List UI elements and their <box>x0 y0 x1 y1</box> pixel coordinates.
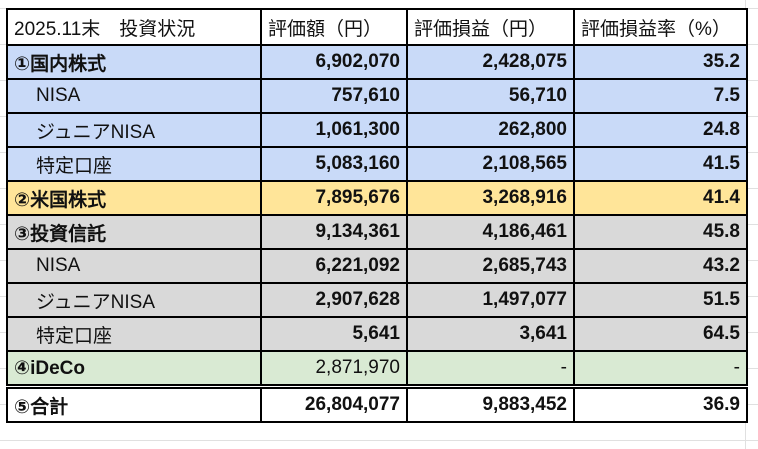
table-row: NISA 6,221,092 2,685,743 43.2 <box>6 248 748 284</box>
row-label[interactable]: ①国内株式 <box>6 44 262 80</box>
header-gain[interactable]: 評価損益（円） <box>406 8 575 46</box>
gain-cell[interactable]: 262,800 <box>406 112 575 148</box>
value-cell[interactable]: 7,895,676 <box>260 180 408 216</box>
value-cell[interactable]: 9,134,361 <box>260 214 408 250</box>
gain-cell[interactable]: 9,883,452 <box>406 384 575 423</box>
gain-cell[interactable]: 2,428,075 <box>406 44 575 80</box>
header-rate[interactable]: 評価損益率（%） <box>573 8 748 46</box>
row-label[interactable]: ②米国株式 <box>6 180 262 216</box>
table-row: NISA 757,610 56,710 7.5 <box>6 78 748 114</box>
rate-cell[interactable]: 24.8 <box>573 112 748 148</box>
header-row: 2025.11末 投資状況 評価額（円） 評価損益（円） 評価損益率（%） <box>6 8 748 46</box>
row-label[interactable]: NISA <box>6 248 262 284</box>
rate-cell[interactable]: 45.8 <box>573 214 748 250</box>
gain-cell[interactable]: 4,186,461 <box>406 214 575 250</box>
gain-cell[interactable]: - <box>406 350 575 388</box>
total-row: ⑤合計 26,804,077 9,883,452 36.9 <box>6 384 748 423</box>
row-label[interactable]: 特定口座 <box>6 316 262 352</box>
value-cell[interactable]: 2,907,628 <box>260 282 408 318</box>
rate-cell[interactable]: 35.2 <box>573 44 748 80</box>
rate-cell[interactable]: 36.9 <box>573 384 748 423</box>
table-row: ①国内株式 6,902,070 2,428,075 35.2 <box>6 44 748 80</box>
row-label[interactable]: ⑤合計 <box>6 384 262 423</box>
value-cell[interactable]: 757,610 <box>260 78 408 114</box>
gain-cell[interactable]: 1,497,077 <box>406 282 575 318</box>
gain-cell[interactable]: 56,710 <box>406 78 575 114</box>
table-title[interactable]: 2025.11末 投資状況 <box>6 8 262 46</box>
value-cell[interactable]: 6,221,092 <box>260 248 408 284</box>
row-label[interactable]: NISA <box>6 78 262 114</box>
row-label[interactable]: 特定口座 <box>6 146 262 182</box>
value-cell[interactable]: 2,871,970 <box>260 350 408 388</box>
value-cell[interactable]: 5,083,160 <box>260 146 408 182</box>
rate-cell[interactable]: 41.4 <box>573 180 748 216</box>
table-row: ②米国株式 7,895,676 3,268,916 41.4 <box>6 180 748 216</box>
rate-cell[interactable]: 41.5 <box>573 146 748 182</box>
gain-cell[interactable]: 3,641 <box>406 316 575 352</box>
value-cell[interactable]: 26,804,077 <box>260 384 408 423</box>
rate-cell[interactable]: 64.5 <box>573 316 748 352</box>
value-cell[interactable]: 5,641 <box>260 316 408 352</box>
table-row: ジュニアNISA 2,907,628 1,497,077 51.5 <box>6 282 748 318</box>
row-label[interactable]: ③投資信託 <box>6 214 262 250</box>
header-value[interactable]: 評価額（円） <box>260 8 408 46</box>
table-row: ④iDeCo 2,871,970 - - <box>6 350 748 388</box>
investment-summary-table: 2025.11末 投資状況 評価額（円） 評価損益（円） 評価損益率（%） ①国… <box>6 8 748 423</box>
table-row: ③投資信託 9,134,361 4,186,461 45.8 <box>6 214 748 250</box>
gain-cell[interactable]: 2,685,743 <box>406 248 575 284</box>
rate-cell[interactable]: 43.2 <box>573 248 748 284</box>
row-label[interactable]: ジュニアNISA <box>6 112 262 148</box>
rate-cell[interactable]: - <box>573 350 748 388</box>
row-label[interactable]: ④iDeCo <box>6 350 262 388</box>
rate-cell[interactable]: 7.5 <box>573 78 748 114</box>
row-label[interactable]: ジュニアNISA <box>6 282 262 318</box>
value-cell[interactable]: 1,061,300 <box>260 112 408 148</box>
gain-cell[interactable]: 2,108,565 <box>406 146 575 182</box>
rate-cell[interactable]: 51.5 <box>573 282 748 318</box>
value-cell[interactable]: 6,902,070 <box>260 44 408 80</box>
gain-cell[interactable]: 3,268,916 <box>406 180 575 216</box>
table-row: ジュニアNISA 1,061,300 262,800 24.8 <box>6 112 748 148</box>
table-row: 特定口座 5,083,160 2,108,565 41.5 <box>6 146 748 182</box>
table-row: 特定口座 5,641 3,641 64.5 <box>6 316 748 352</box>
